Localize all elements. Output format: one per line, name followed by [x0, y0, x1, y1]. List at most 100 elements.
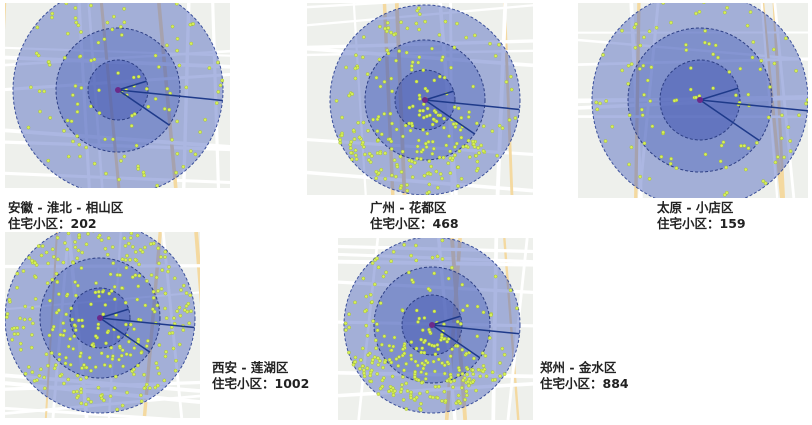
residence-dot — [5, 312, 10, 316]
residence-dot — [104, 341, 108, 346]
residence-dot — [397, 355, 401, 359]
residence-dot — [776, 155, 780, 159]
residence-dot — [207, 66, 212, 70]
residence-dot — [23, 371, 28, 376]
residence-dot — [423, 19, 427, 24]
residence-dot — [629, 145, 634, 150]
residence-dot — [773, 160, 778, 165]
residence-dot — [167, 107, 172, 112]
residence-dot — [189, 149, 193, 153]
road — [307, 49, 533, 57]
residence-dot — [66, 232, 71, 236]
residence-dot — [389, 30, 393, 35]
residence-dot — [647, 29, 652, 34]
residence-dot — [132, 0, 135, 1]
residence-dot — [475, 304, 480, 309]
residence-dot — [155, 303, 160, 308]
residence-dot — [410, 159, 414, 164]
residence-dot — [476, 367, 481, 372]
residence-dot — [79, 390, 83, 395]
residence-dot — [427, 342, 431, 346]
residence-dot — [37, 89, 42, 94]
residence-dot — [620, 68, 624, 73]
residence-dot — [374, 176, 378, 181]
residence-dot — [458, 128, 463, 132]
residence-dot — [44, 250, 49, 255]
residence-dot — [46, 363, 50, 368]
residence-dot — [369, 154, 374, 158]
residence-dot — [440, 176, 444, 181]
residence-dot — [92, 161, 97, 166]
residence-dot — [362, 374, 367, 379]
residence-dot — [129, 124, 134, 128]
residence-dot — [430, 152, 435, 156]
residence-dot — [475, 159, 480, 164]
residence-dot — [453, 153, 457, 158]
residence-dot — [788, 149, 793, 153]
residence-dot — [648, 99, 653, 103]
residence-dot — [163, 255, 167, 259]
residence-dot — [424, 145, 429, 149]
residence-dot — [62, 329, 67, 333]
residence-dot — [381, 274, 386, 279]
residence-dot — [415, 149, 419, 154]
residence-dot — [361, 120, 366, 125]
residence-dot — [121, 364, 125, 369]
residence-dot — [61, 321, 66, 325]
residence-dot — [409, 253, 413, 258]
residence-dot — [723, 10, 727, 15]
residence-dot — [446, 276, 451, 281]
residence-dot — [182, 308, 187, 312]
residence-dot — [381, 365, 385, 370]
residence-dot — [136, 284, 141, 289]
map-panel — [338, 238, 533, 420]
residence-dot — [78, 377, 83, 382]
residence-dot — [370, 360, 374, 365]
residence-dot — [96, 385, 101, 390]
road — [5, 3, 7, 30]
residence-dot — [124, 265, 129, 270]
residence-dot — [461, 144, 466, 149]
residence-dot — [442, 75, 447, 80]
road — [307, 39, 533, 50]
road — [352, 3, 367, 195]
residence-dot — [465, 367, 470, 371]
residence-dot — [674, 166, 679, 170]
residence-dot — [448, 149, 452, 154]
map-panel — [5, 232, 200, 418]
residence-dot — [203, 117, 207, 122]
residence-dot — [114, 374, 118, 379]
residence-dot — [471, 368, 475, 372]
residence-dot — [415, 156, 419, 161]
residence-dot — [782, 155, 786, 160]
residence-dot — [414, 243, 418, 248]
residence-dot — [170, 137, 174, 142]
residence-dot — [93, 290, 98, 295]
residence-dot — [82, 363, 86, 367]
residence-dot — [351, 128, 356, 133]
residence-dot — [410, 175, 415, 179]
residence-dot — [604, 99, 609, 103]
residence-dot — [427, 159, 432, 164]
residence-count: 住宅小区：1002 — [212, 376, 309, 391]
residence-dot — [411, 104, 415, 109]
residence-dot — [63, 55, 67, 60]
residence-dot — [779, 136, 784, 141]
residence-dot — [348, 142, 353, 147]
residence-dot — [366, 128, 370, 133]
residence-dot — [111, 137, 115, 142]
residence-dot — [455, 344, 460, 348]
residence-dot — [123, 244, 128, 248]
residence-dot — [428, 113, 432, 118]
residence-dot — [442, 389, 447, 394]
residence-dot — [149, 273, 154, 277]
residence-dot — [153, 53, 158, 58]
radius-line — [424, 90, 454, 101]
residence-dot — [391, 393, 396, 397]
residence-dot — [181, 164, 186, 169]
residence-dot — [338, 140, 343, 145]
residence-dot — [174, 170, 178, 175]
residence-dot — [73, 280, 77, 284]
residence-dot — [401, 398, 406, 402]
residence-dot — [447, 134, 451, 138]
